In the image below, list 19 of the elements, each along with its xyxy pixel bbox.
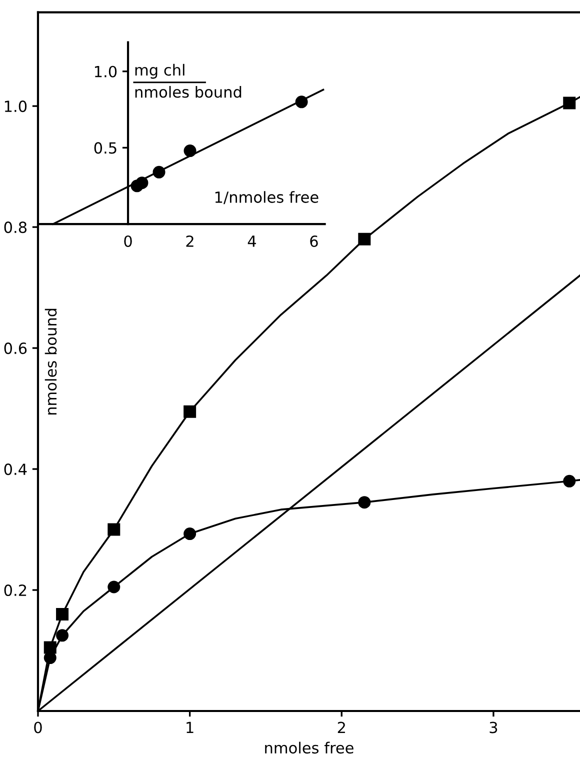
- x-tick-label: 1: [186, 722, 194, 734]
- x-tick-label: 2: [186, 235, 194, 247]
- x-tick-label: 3: [490, 722, 498, 734]
- y-tick-label: 0.5: [94, 142, 116, 154]
- x-tick-label: 4: [248, 236, 256, 247]
- x-axis-title: nmoles free: [265, 742, 354, 754]
- y-tick-label: 0.4: [4, 464, 27, 476]
- y-axis-title: mg chl nmoles bound: [135, 64, 242, 98]
- x-tick-label: 0: [34, 722, 42, 734]
- x-tick-label: 0: [124, 235, 132, 248]
- x-tick-label: 6: [310, 235, 318, 248]
- y-tick-label: 1.0: [94, 66, 117, 78]
- y-tick-label: 0.2: [4, 584, 26, 596]
- x-axis-title: 1/nmoles free: [215, 191, 318, 204]
- x-tick-label: 2: [338, 722, 345, 734]
- y-tick-label: 1.0: [4, 100, 27, 112]
- y-tick-label: 0.8: [4, 222, 27, 234]
- y-axis-title: nmoles bound: [44, 308, 57, 415]
- y-tick-label: 0.6: [4, 342, 27, 354]
